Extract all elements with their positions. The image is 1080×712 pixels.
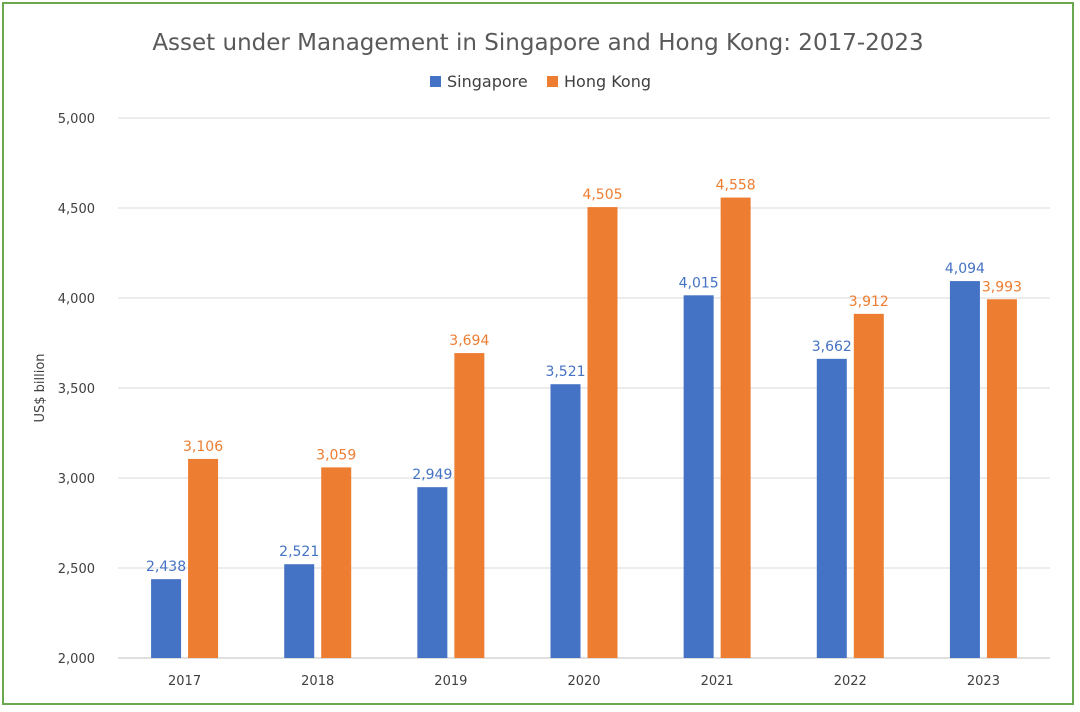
data-label-singapore-2022: 3,662 [812,339,852,355]
data-label-hong-kong-2021: 4,558 [716,178,756,194]
data-label-singapore-2020: 3,521 [545,364,585,380]
bar-hong-kong-2018 [321,467,352,658]
bar-hong-kong-2020 [587,207,618,658]
bar-hong-kong-2022 [853,313,884,658]
x-tick-label: 2022 [834,674,867,689]
bar-singapore-2023 [949,281,980,658]
bar-hong-kong-2017 [188,458,219,658]
x-tick-label: 2023 [967,674,1000,689]
y-tick-label: 4,500 [58,202,95,217]
x-tick-label: 2019 [434,674,467,689]
y-tick-label: 2,500 [58,562,95,577]
data-label-singapore-2017: 2,438 [146,559,186,575]
x-tick-label: 2020 [567,674,600,689]
y-tick-label: 5,000 [58,112,95,127]
data-label-hong-kong-2017: 3,106 [183,439,223,455]
legend-swatch-hong-kong [547,76,558,87]
x-tick-label: 2018 [301,674,334,689]
data-label-hong-kong-2022: 3,912 [849,294,889,310]
data-label-hong-kong-2018: 3,059 [316,447,356,463]
bar-singapore-2021 [683,295,714,658]
data-label-singapore-2023: 4,094 [945,261,985,277]
data-label-singapore-2018: 2,521 [279,544,319,560]
x-tick-label: 2017 [168,674,201,689]
legend-swatch-singapore [430,76,441,87]
y-axis-ticks: 2,000 2,500 3,000 3,500 4,000 4,500 5,000 [58,112,95,667]
bar-hong-kong-2023 [986,299,1017,658]
bar-singapore-2022 [816,358,847,658]
legend-label-hong-kong: Hong Kong [564,72,651,91]
bars [151,197,1017,658]
bar-singapore-2018 [284,564,315,658]
data-label-singapore-2019: 2,949 [412,467,452,483]
y-tick-label: 3,000 [58,472,95,487]
data-label-singapore-2021: 4,015 [679,275,719,291]
data-label-hong-kong-2023: 3,993 [982,279,1022,295]
bar-hong-kong-2021 [720,197,751,658]
y-tick-label: 4,000 [58,292,95,307]
y-tick-label: 2,000 [58,652,95,667]
legend-label-singapore: Singapore [447,72,528,91]
data-label-hong-kong-2020: 4,505 [582,187,622,203]
x-axis-ticks: 2017 2018 2019 2020 2021 2022 2023 [168,674,1000,689]
bar-singapore-2017 [151,579,182,658]
bar-singapore-2020 [550,384,581,658]
bar-hong-kong-2019 [454,353,485,658]
chart-title: Asset under Management in Singapore and … [152,30,923,56]
data-labels: 2,438 3,106 2,521 3,059 2,949 3,694 3,521 4,505… [146,178,1022,576]
bar-singapore-2019 [417,487,448,658]
y-tick-label: 3,500 [58,382,95,397]
y-axis-label: US$ billion [33,353,48,422]
gridlines [118,117,1050,659]
data-label-hong-kong-2019: 3,694 [449,333,489,349]
x-tick-label: 2021 [701,674,734,689]
legend: Singapore Hong Kong [430,72,651,91]
